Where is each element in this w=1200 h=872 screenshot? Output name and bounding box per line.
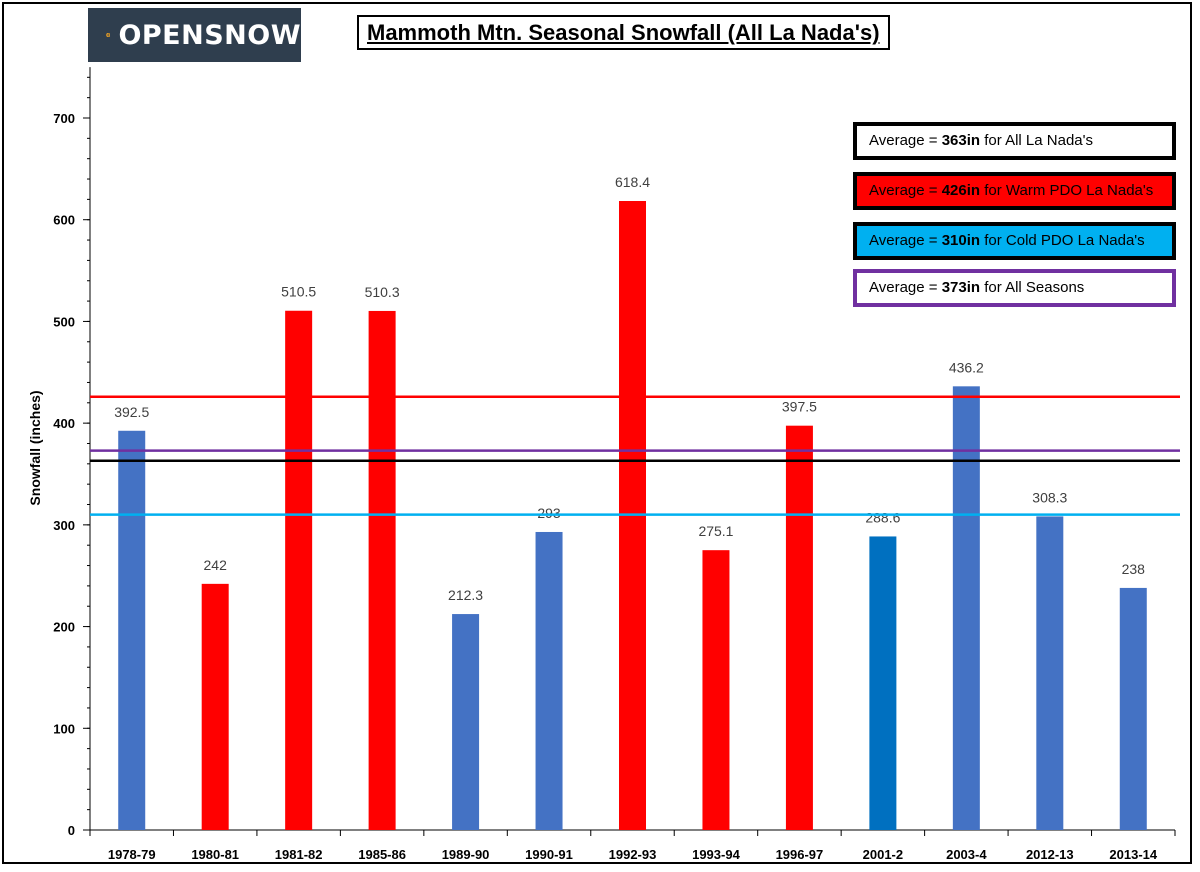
- bar-value-label: 293: [537, 505, 561, 521]
- bar-value-label: 212.3: [448, 587, 483, 603]
- legend-prefix: Average =: [869, 232, 942, 249]
- legend-value: 373in: [941, 279, 981, 296]
- bar: [1036, 516, 1064, 830]
- bar: [952, 386, 980, 830]
- y-tick-label: 300: [53, 518, 75, 533]
- bar-value-label: 436.2: [949, 359, 984, 375]
- x-tick-label: 1978-79: [108, 847, 156, 862]
- legend-suffix: for Warm PDO La Nada's: [980, 182, 1154, 199]
- snowflake-logo-icon: [106, 32, 111, 38]
- legend-item: Average = 310in for Cold PDO La Nada's: [853, 222, 1176, 260]
- opensnow-logo: OPENSNOW: [88, 8, 301, 62]
- x-tick-label: 1981-82: [275, 847, 323, 862]
- x-tick-label: 1989-90: [442, 847, 490, 862]
- bar-value-label: 618.4: [615, 174, 650, 190]
- legend-suffix: for All Seasons: [980, 279, 1085, 296]
- x-tick-label: 2003-4: [946, 847, 987, 862]
- legend-item: Average = 373in for All Seasons: [853, 269, 1176, 307]
- bar: [1119, 587, 1147, 830]
- x-tick-label: 1990-91: [525, 847, 573, 862]
- x-tick-label: 2012-13: [1026, 847, 1074, 862]
- y-tick-label: 200: [53, 620, 75, 635]
- bar: [702, 550, 730, 830]
- bar: [452, 614, 480, 830]
- bar: [535, 531, 563, 830]
- bar-value-label: 510.5: [281, 284, 316, 300]
- x-tick-label: 1980-81: [191, 847, 239, 862]
- legend-value: 426in: [941, 182, 981, 199]
- x-tick-label: 1993-94: [692, 847, 740, 862]
- x-tick-label: 1996-97: [776, 847, 824, 862]
- x-tick-label: 2001-2: [863, 847, 903, 862]
- y-tick-label: 100: [53, 721, 75, 736]
- bar-value-label: 238: [1122, 561, 1146, 577]
- bar: [368, 310, 396, 830]
- bar: [118, 430, 146, 830]
- bar-value-label: 392.5: [114, 404, 149, 420]
- x-tick-label: 1992-93: [609, 847, 657, 862]
- bar-value-label: 242: [204, 557, 228, 573]
- legend-value: 310in: [941, 232, 981, 249]
- y-axis-title: Snowfall (inches): [27, 390, 43, 505]
- legend-prefix: Average =: [869, 182, 942, 199]
- y-tick-label: 600: [53, 213, 75, 228]
- bar-value-label: 275.1: [698, 523, 733, 539]
- legend-value: 363in: [941, 132, 981, 149]
- bar-value-label: 288.6: [865, 509, 900, 525]
- y-tick-label: 700: [53, 111, 75, 126]
- bar: [285, 310, 313, 831]
- legend-suffix: for Cold PDO La Nada's: [980, 232, 1145, 249]
- bar: [201, 583, 229, 830]
- legend-prefix: Average =: [869, 279, 942, 296]
- x-tick-label: 1985-86: [358, 847, 406, 862]
- chart-title: Mammoth Mtn. Seasonal Snowfall (All La N…: [357, 15, 890, 50]
- brand-name: OPENSNOW: [118, 19, 301, 51]
- bar: [785, 425, 813, 830]
- y-tick-label: 400: [53, 416, 75, 431]
- legend-item: Average = 426in for Warm PDO La Nada's: [853, 172, 1176, 210]
- x-tick-label: 2013-14: [1109, 847, 1157, 862]
- legend-suffix: for All La Nada's: [980, 132, 1093, 149]
- legend-prefix: Average =: [869, 132, 942, 149]
- y-tick-label: 0: [68, 823, 75, 838]
- bar-value-label: 397.5: [782, 399, 817, 415]
- bar: [869, 536, 897, 830]
- legend-item: Average = 363in for All La Nada's: [853, 122, 1176, 160]
- y-tick-label: 500: [53, 314, 75, 329]
- bar-value-label: 308.3: [1032, 489, 1067, 505]
- bar-value-label: 510.3: [365, 284, 400, 300]
